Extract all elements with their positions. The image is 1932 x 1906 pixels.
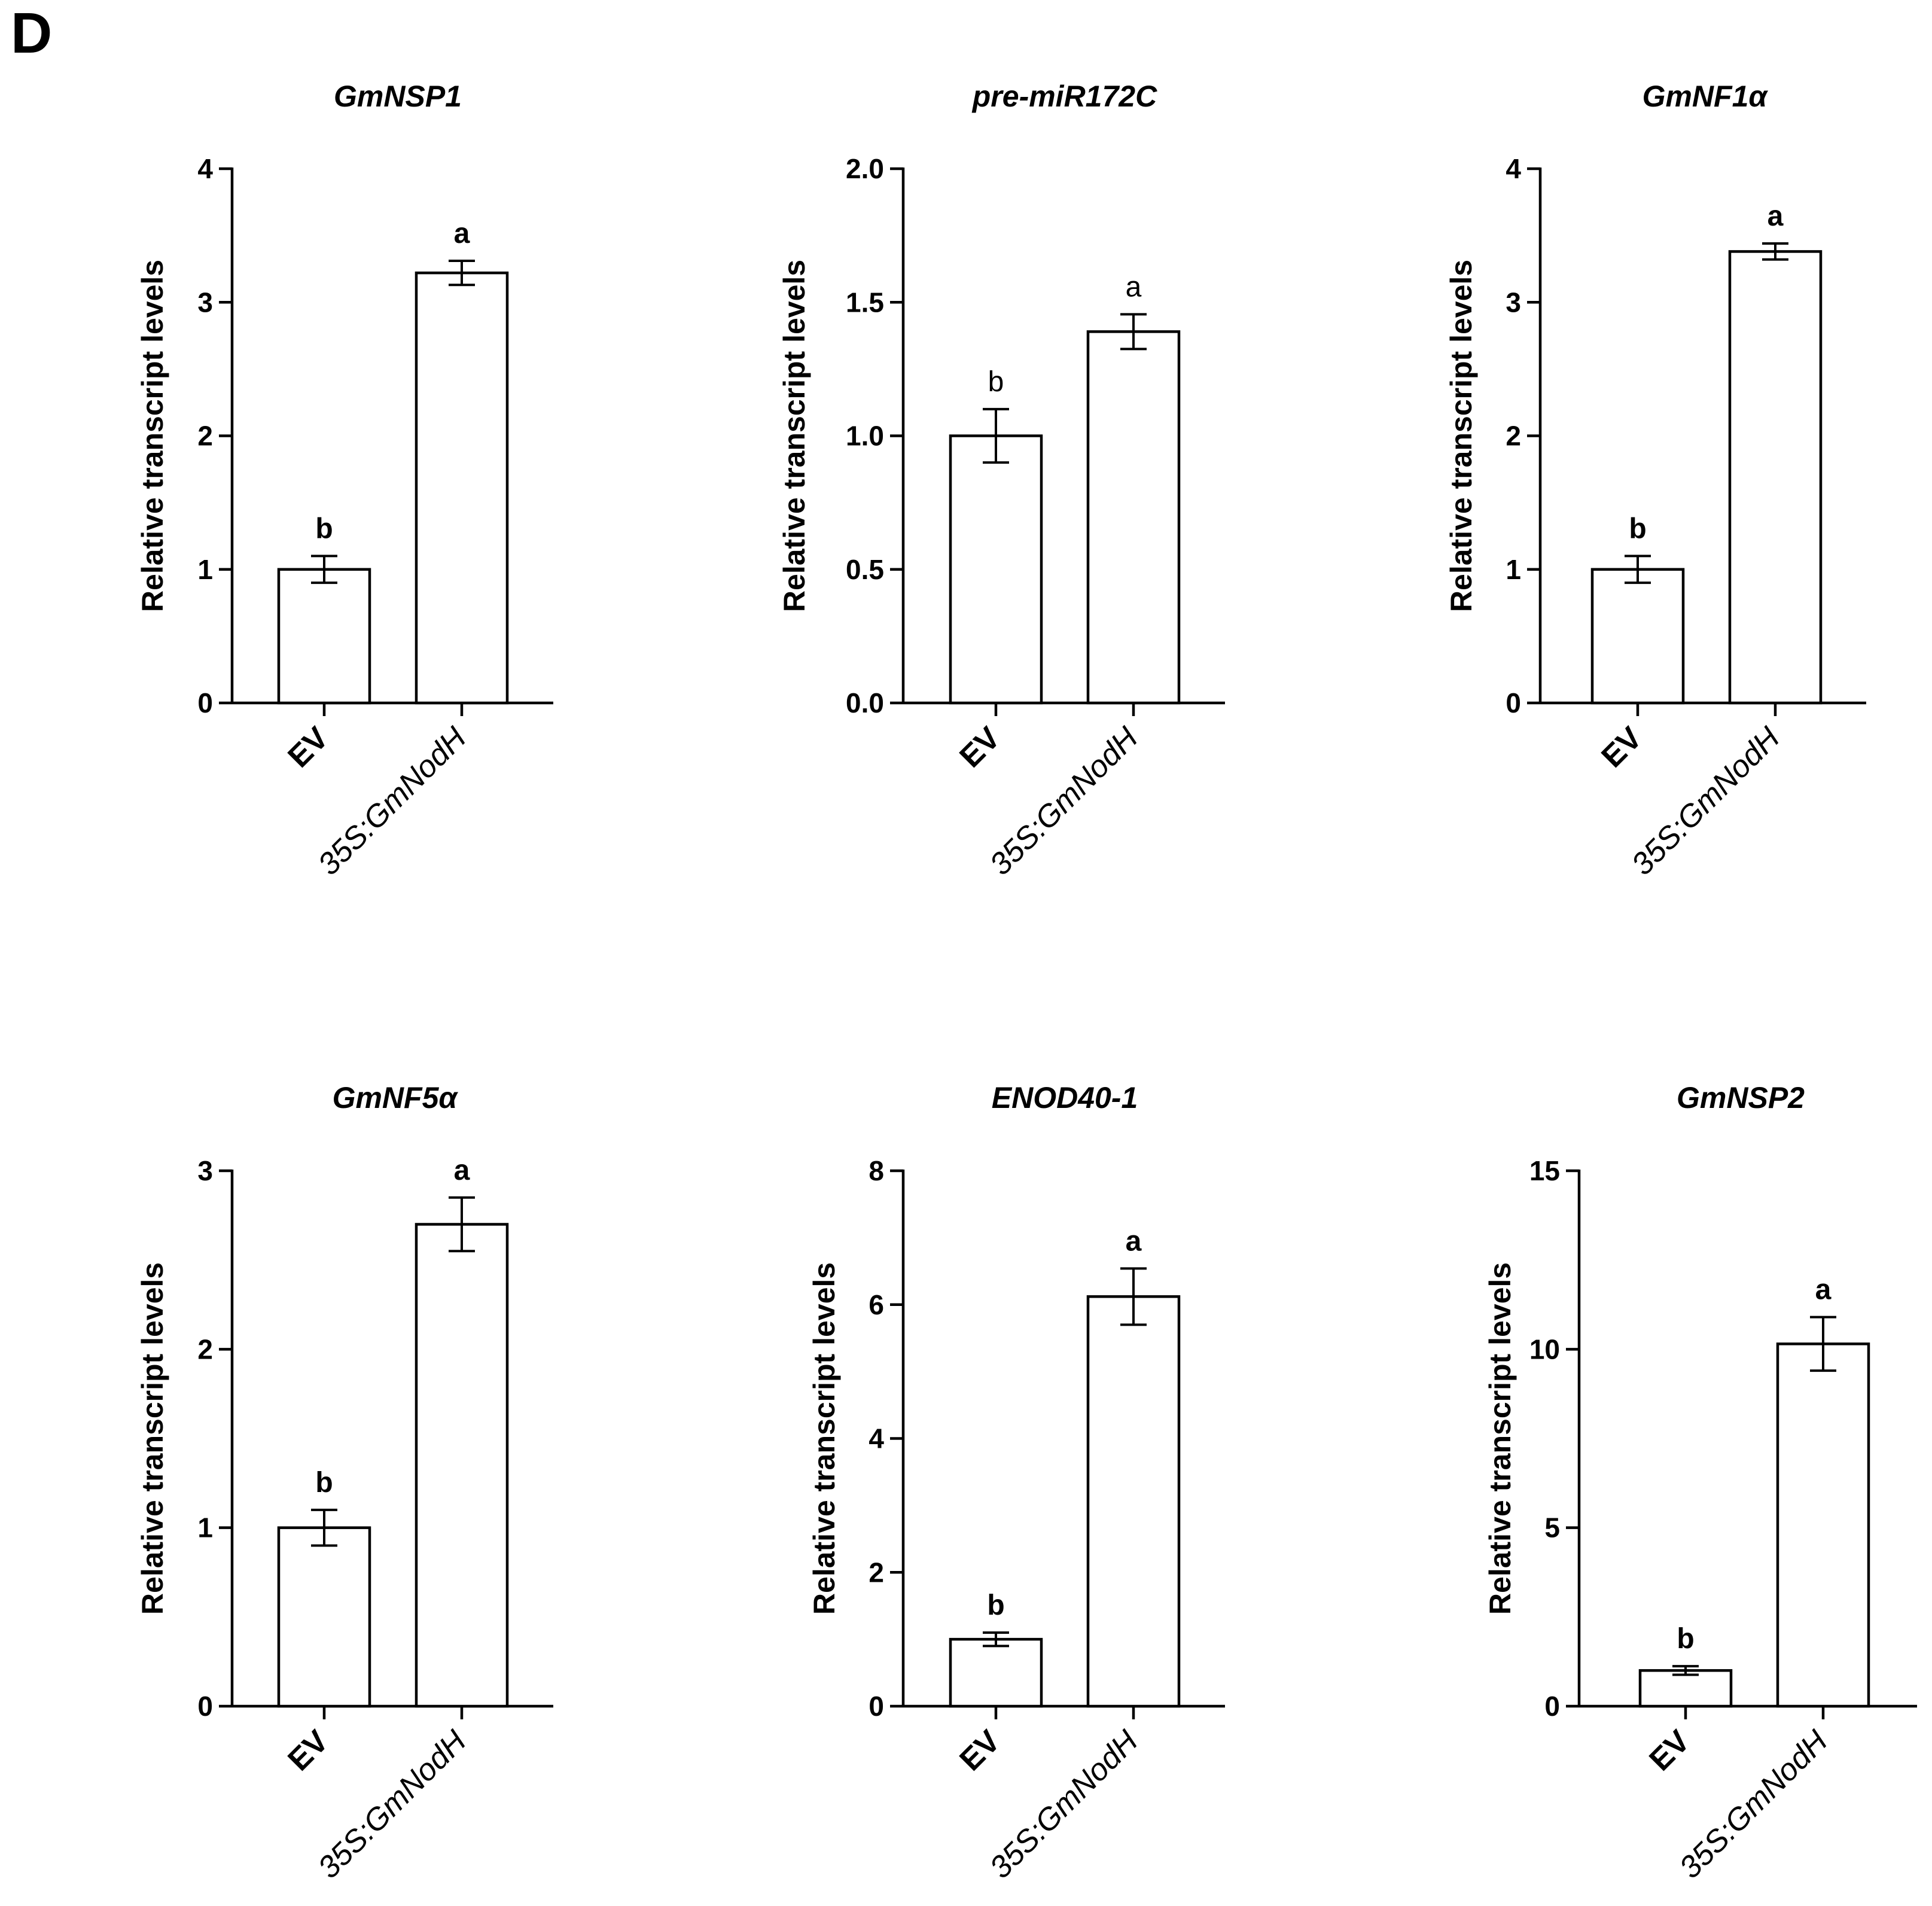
significance-letter: a [1126, 1225, 1142, 1257]
chart-2: pre-miR172C Relative transcript levels 0.0… [778, 80, 1225, 882]
y-tick-label: 2 [869, 1557, 884, 1588]
chart-title: GmNF5α [333, 1081, 459, 1115]
y-tick-label: 6 [869, 1289, 884, 1320]
y-axis-label: Relative transcript levels [1445, 260, 1478, 612]
bar-gmnodh [1086, 1295, 1181, 1708]
bar-gmnodh [1086, 330, 1181, 705]
bar-ev [1590, 568, 1685, 705]
chart-title: GmNSP2 [1677, 1081, 1805, 1115]
y-tick-label: 1.0 [846, 421, 884, 452]
y-tick-label: 4 [1506, 153, 1521, 184]
y-tick-label: 1 [1506, 554, 1521, 585]
x-tick-label: EV [1642, 1724, 1696, 1777]
x-tick-label: 35S:GmNodH [1625, 720, 1787, 882]
bar-gmnodh [1728, 250, 1823, 705]
bar-gmnodh [1776, 1342, 1870, 1708]
significance-letter: b [987, 1590, 1004, 1621]
chart-title: ENOD40-1 [992, 1081, 1138, 1115]
charts-grid: GmNSP1 Relative transcript levels 0 1 2 3 4 b EV… [136, 80, 1917, 1885]
y-tick-label: 2 [197, 1333, 213, 1365]
chart-4: GmNF5α Relative transcript levels 0 1 2 3 b EV a… [136, 1081, 553, 1885]
bar-ev [949, 434, 1043, 705]
significance-letter: b [1629, 513, 1646, 544]
significance-letter: a [454, 218, 470, 249]
y-tick-label: 0 [1544, 1691, 1560, 1722]
chart-1: GmNSP1 Relative transcript levels 0 1 2 3 4 b EV… [136, 80, 553, 882]
bar-ev [277, 1526, 371, 1708]
y-tick-label: 1 [197, 554, 213, 585]
y-axis-label: Relative transcript levels [778, 260, 811, 612]
x-tick-label: 35S:GmNodH [983, 720, 1145, 882]
significance-letter: a [454, 1155, 470, 1186]
significance-letter: b [315, 513, 333, 544]
significance-letter: a [1126, 271, 1142, 303]
significance-letter: a [1768, 200, 1784, 232]
panel-label: D [11, 1, 52, 65]
y-tick-label: 10 [1529, 1333, 1560, 1365]
y-tick-label: 2 [1506, 421, 1521, 452]
y-tick-label: 1.5 [846, 287, 884, 318]
significance-letter: b [315, 1467, 333, 1499]
x-tick-label: EV [953, 1724, 1007, 1777]
y-tick-label: 4 [197, 153, 213, 184]
x-tick-label: EV [953, 720, 1007, 774]
y-tick-label: 5 [1544, 1512, 1560, 1543]
y-tick-label: 1 [197, 1512, 213, 1543]
y-tick-label: 0.0 [846, 687, 884, 718]
x-tick-label: EV [281, 720, 335, 774]
x-tick-label: 35S:GmNodH [312, 1724, 473, 1885]
y-axis-label: Relative transcript levels [1483, 1262, 1517, 1615]
y-axis-label: Relative transcript levels [136, 1262, 169, 1615]
x-tick-label: EV [281, 1724, 335, 1777]
x-tick-label: EV [1595, 720, 1648, 774]
y-tick-label: 0 [197, 687, 213, 718]
chart-3: GmNF1α Relative transcript levels 0 1 2 3 4 b EV… [1445, 80, 1866, 882]
chart-5: ENOD40-1 Relative transcript levels 0 2 4 6 8 b… [807, 1081, 1225, 1885]
y-axis-label: Relative transcript levels [136, 260, 169, 612]
chart-6: GmNSP2 Relative transcript levels 0 5 10 15 b E… [1483, 1081, 1917, 1885]
chart-title: pre-miR172C [971, 80, 1157, 113]
bar-gmnodh [415, 1223, 509, 1708]
y-tick-label: 3 [1506, 287, 1521, 318]
x-tick-label: 35S:GmNodH [312, 720, 473, 882]
bar-ev [277, 568, 371, 705]
y-tick-label: 4 [869, 1423, 884, 1454]
y-tick-label: 3 [197, 287, 213, 318]
chart-title: GmNF1α [1642, 80, 1769, 113]
x-tick-label: 35S:GmNodH [1673, 1724, 1835, 1885]
significance-letter: b [1677, 1623, 1694, 1655]
bar-gmnodh [415, 271, 509, 705]
y-tick-label: 2.0 [846, 153, 884, 184]
significance-letter: a [1815, 1274, 1832, 1306]
y-axis-label: Relative transcript levels [807, 1262, 841, 1615]
y-tick-label: 0 [869, 1691, 884, 1722]
y-tick-label: 0 [197, 1691, 213, 1722]
y-tick-label: 0.5 [846, 554, 884, 585]
y-tick-label: 8 [869, 1155, 884, 1186]
y-tick-label: 0 [1506, 687, 1521, 718]
bar-ev [949, 1637, 1043, 1708]
y-tick-label: 15 [1529, 1155, 1560, 1186]
chart-title: GmNSP1 [334, 80, 462, 113]
y-tick-label: 2 [197, 421, 213, 452]
x-tick-label: 35S:GmNodH [983, 1724, 1145, 1885]
y-tick-label: 3 [197, 1155, 213, 1186]
significance-letter: b [988, 366, 1004, 398]
